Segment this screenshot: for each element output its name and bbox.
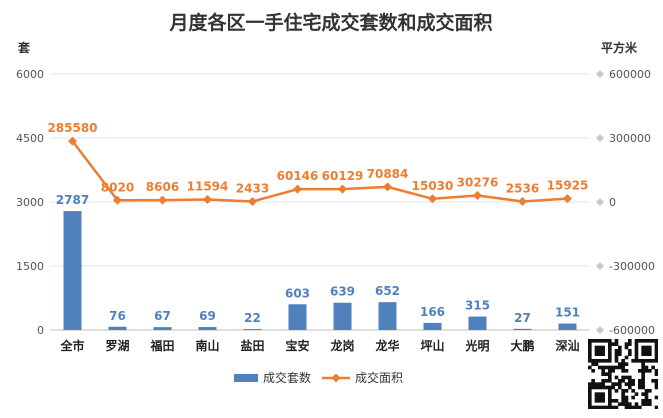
bar-value-label: 27 (514, 311, 531, 325)
line-point (428, 194, 437, 204)
legend-bar-swatch (234, 374, 258, 382)
category-label: 光明 (464, 338, 489, 353)
legend: 成交套数 成交面积 (234, 370, 403, 385)
left-tick-label: 4500 (16, 132, 44, 145)
left-tick-label: 0 (37, 324, 44, 337)
line-value-label: 15925 (547, 179, 589, 193)
legend-bar-label: 成交套数 (263, 370, 311, 385)
bar-value-label: 166 (420, 305, 445, 319)
line-value-label: 8020 (101, 180, 134, 194)
category-label: 大鹏 (510, 338, 534, 353)
line-value-label: 285580 (47, 121, 97, 135)
category-label: 宝安 (285, 338, 309, 353)
right-tick-label: -300000 (609, 260, 655, 273)
bar-series (63, 211, 577, 330)
line-value-label: 60146 (277, 169, 319, 183)
bar (558, 323, 577, 330)
qr-code-image (588, 339, 659, 410)
line-value-label: 8606 (146, 180, 179, 194)
bar-value-label: 67 (154, 309, 171, 323)
line-point (473, 191, 482, 201)
category-label: 龙华 (375, 338, 399, 353)
right-tick-marker (596, 198, 604, 206)
category-label: 罗湖 (105, 338, 129, 353)
right-axis-unit: 平方米 (601, 40, 638, 55)
line-value-label: 11594 (187, 180, 229, 194)
bar (378, 302, 397, 330)
line-value-label: 15030 (412, 179, 454, 193)
bar (108, 326, 127, 330)
line-point (248, 196, 257, 206)
category-label: 全市 (59, 338, 84, 353)
category-label: 龙岗 (330, 338, 354, 353)
bar-value-label: 22 (244, 311, 261, 325)
bar-value-label: 76 (109, 309, 126, 323)
right-tick-marker (596, 70, 604, 78)
bar (333, 302, 352, 330)
right-tick-label: 0 (609, 196, 616, 209)
line-point (383, 182, 392, 192)
right-tick-label: -600000 (609, 324, 655, 337)
axis-ticks: 0 -600000 1500 -300000 3000 0 4500 300000 6000 60… (16, 68, 655, 337)
bar (288, 304, 307, 330)
legend-line-marker (331, 373, 341, 383)
bar (243, 329, 262, 330)
bar (423, 322, 442, 330)
right-tick-marker (596, 262, 604, 270)
line-value-label: 60129 (322, 169, 364, 183)
category-label: 深汕 (555, 338, 579, 353)
right-tick-label: 600000 (609, 68, 651, 81)
line-point (203, 195, 212, 205)
category-label: 坪山 (420, 338, 444, 353)
chart-title: 月度各区一手住宅成交套数和成交面积 (168, 11, 492, 34)
left-tick-label: 3000 (16, 196, 44, 209)
line-point (113, 195, 122, 205)
qr-code-graphic (588, 339, 659, 410)
bar (153, 327, 172, 330)
legend-line-label: 成交面积 (355, 370, 403, 385)
bar-value-label: 603 (285, 286, 310, 300)
left-axis-unit: 套 (17, 40, 31, 55)
bar-value-label: 2787 (56, 193, 89, 207)
bar-value-label: 315 (465, 299, 490, 313)
category-label: 南山 (195, 338, 219, 353)
line-value-label: 70884 (367, 167, 409, 181)
line-value-label: 2433 (236, 181, 269, 195)
line-value-label: 2536 (506, 181, 539, 195)
category-label: 福田 (149, 338, 174, 353)
bar (468, 316, 487, 330)
gridlines (50, 73, 590, 331)
category-label: 盐田 (240, 338, 264, 353)
line-point (158, 195, 167, 205)
bar-value-label: 69 (199, 309, 216, 323)
line-point (563, 194, 572, 204)
category-labels: 全市 罗湖 福田 南山 盐田 宝安 龙岗 龙华 坪山 光明 大鹏 深汕 (59, 338, 579, 353)
line-point (338, 184, 347, 194)
bar (63, 211, 82, 330)
line-point (68, 136, 77, 146)
line-point (293, 184, 302, 194)
right-tick-marker (596, 326, 604, 334)
right-tick-label: 300000 (609, 132, 651, 145)
right-tick-marker (596, 134, 604, 142)
bar-value-label: 639 (330, 285, 355, 299)
left-tick-label: 1500 (16, 260, 44, 273)
line-value-label: 30276 (457, 176, 499, 190)
area-line (71, 140, 568, 203)
bar (198, 327, 217, 330)
line-point (518, 196, 527, 206)
bar (513, 328, 532, 330)
bar-value-label: 652 (375, 284, 400, 298)
data-labels: 2787 76 67 69 22 603 639 652 166 315 27 151 285580 80… (47, 121, 588, 325)
line-series (68, 136, 572, 206)
left-tick-label: 6000 (16, 68, 44, 81)
bar-value-label: 151 (555, 306, 580, 320)
